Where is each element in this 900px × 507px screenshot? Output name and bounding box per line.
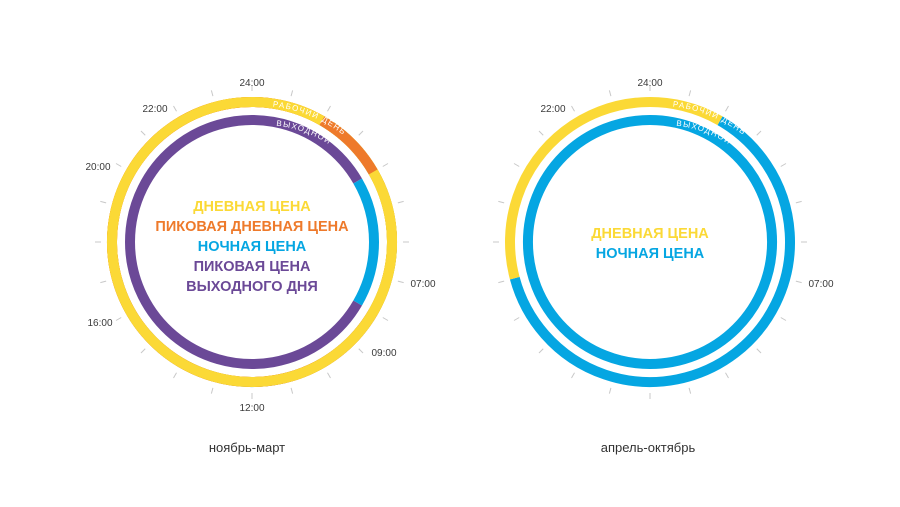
hour-tick xyxy=(688,90,692,97)
hour-tick xyxy=(608,90,612,97)
hour-tick xyxy=(498,200,505,204)
hour-label-0700: 07:00 xyxy=(808,279,833,290)
caption-winter: ноябрь-март xyxy=(209,440,285,455)
hour-ticks xyxy=(493,85,807,399)
hour-label-2000: 20:00 xyxy=(85,162,110,173)
hour-tick xyxy=(688,387,692,394)
hour-tick xyxy=(795,280,802,284)
hour-tick xyxy=(513,317,520,321)
legend-day-price: ДНЕВНАЯ ЦЕНА xyxy=(193,199,311,215)
hour-tick xyxy=(210,90,214,97)
hour-tick xyxy=(290,387,294,394)
hour-label-1600: 16:00 xyxy=(87,318,112,329)
hour-tick xyxy=(210,387,214,394)
hour-tick xyxy=(100,200,107,204)
hour-tick xyxy=(358,130,364,136)
workday-ring xyxy=(107,96,397,387)
legend-day-price: ДНЕВНАЯ ЦЕНА xyxy=(591,226,709,242)
weekend-segment-night xyxy=(523,115,777,370)
legend-peak-weekend-price-line2: ВЫХОДНОГО ДНЯ xyxy=(186,279,318,295)
hour-tick xyxy=(780,163,787,167)
legend-night-price: НОЧНАЯ ЦЕНА xyxy=(198,239,307,255)
hour-tick xyxy=(327,372,331,379)
hour-tick xyxy=(140,130,146,136)
workday-segment-night xyxy=(509,116,795,387)
workday-segment-day xyxy=(505,97,723,280)
hour-label-0700: 07:00 xyxy=(410,279,435,290)
hour-tick xyxy=(538,130,544,136)
weekend-ring xyxy=(523,115,777,370)
hour-tick xyxy=(327,105,331,112)
hour-tick xyxy=(780,317,787,321)
hour-tick xyxy=(173,372,177,379)
hour-tick xyxy=(115,317,122,321)
legend: ДНЕВНАЯ ЦЕНА ПИКОВАЯ ДНЕВНАЯ ЦЕНА НОЧНАЯ… xyxy=(155,199,349,295)
hour-label-2200: 22:00 xyxy=(142,104,167,115)
hour-tick xyxy=(756,130,762,136)
hour-tick xyxy=(725,105,729,112)
legend-peak-weekend-price-line1: ПИКОВАЯ ЦЕНА xyxy=(194,259,311,275)
legend-peak-day-price: ПИКОВАЯ ДНЕВНАЯ ЦЕНА xyxy=(155,219,349,235)
hour-tick xyxy=(397,280,404,284)
hour-tick xyxy=(538,348,544,354)
hour-tick xyxy=(358,348,364,354)
hour-label-1200: 12:00 xyxy=(239,403,264,414)
caption-summer: апрель-октябрь xyxy=(601,440,696,455)
hour-tick xyxy=(290,90,294,97)
hour-label-2200: 22:00 xyxy=(540,104,565,115)
hour-tick xyxy=(756,348,762,354)
legend: ДНЕВНАЯ ЦЕНА НОЧНАЯ ЦЕНА xyxy=(591,226,709,262)
hour-tick xyxy=(608,387,612,394)
hour-tick xyxy=(498,280,505,284)
hour-ticks xyxy=(95,85,409,399)
weekend-segment-night xyxy=(353,178,380,306)
hour-tick xyxy=(571,105,575,112)
hour-label-0900: 09:00 xyxy=(371,348,396,359)
hour-tick xyxy=(100,280,107,284)
hour-tick xyxy=(513,163,520,167)
hour-tick xyxy=(725,372,729,379)
hour-tick xyxy=(115,163,122,167)
hour-label-2400: 24:00 xyxy=(637,78,662,89)
hour-tick xyxy=(382,163,389,167)
hour-tick xyxy=(397,200,404,204)
hour-label-2400: 24:00 xyxy=(239,78,264,89)
hour-tick xyxy=(173,105,177,112)
hour-tick xyxy=(571,372,575,379)
legend-night-price: НОЧНАЯ ЦЕНА xyxy=(596,246,705,262)
hour-tick xyxy=(140,348,146,354)
workday-segment-day xyxy=(107,97,397,387)
hour-tick xyxy=(795,200,802,204)
diagram-summer: 24:00 22:00 07:00 ДНЕВНАЯ ЦЕНА НОЧНАЯ ЦЕ… xyxy=(493,78,834,455)
hour-tick xyxy=(382,317,389,321)
weekend-segment-peak-weekend xyxy=(125,115,362,369)
weekend-ring xyxy=(125,115,380,369)
diagram-winter: 24:00 22:00 20:00 16:00 12:00 09:00 07:0… xyxy=(85,78,435,455)
workday-ring xyxy=(505,97,795,387)
